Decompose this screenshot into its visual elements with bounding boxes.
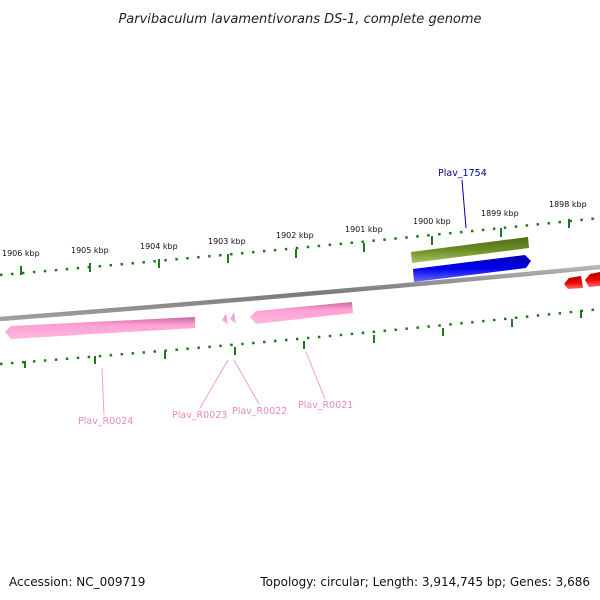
accession-text: Accession: NC_009719 bbox=[9, 575, 145, 589]
leader-plav-1754 bbox=[461, 179, 467, 229]
label-plav-1754[interactable]: Plav_1754 bbox=[438, 168, 487, 179]
outer-ruler bbox=[0, 216, 600, 277]
gene-plav-r0024[interactable] bbox=[5, 317, 195, 339]
gene-olive[interactable] bbox=[411, 237, 529, 263]
label-leaders bbox=[101, 179, 467, 416]
tick-label-1902: 1902 kbp bbox=[276, 231, 314, 240]
tick-label-1904: 1904 kbp bbox=[140, 242, 178, 251]
ruler-labels: 1906 kbp 1905 kbp 1904 kbp 1903 kbp 1902… bbox=[2, 200, 587, 258]
tick-label-1898: 1898 kbp bbox=[549, 200, 587, 209]
gene-labels: Plav_1754 Plav_R0024 Plav_R0023 Plav_R00… bbox=[78, 168, 487, 427]
gene-plav-r0023[interactable] bbox=[222, 314, 228, 325]
genome-summary-text: Topology: circular; Length: 3,914,745 bp… bbox=[259, 575, 590, 589]
gene-red-1[interactable] bbox=[564, 276, 583, 289]
forward-genes bbox=[411, 237, 600, 289]
tick-label-1905: 1905 kbp bbox=[71, 246, 109, 255]
tick-label-1906: 1906 kbp bbox=[2, 249, 40, 258]
tick-label-1899: 1899 kbp bbox=[481, 209, 519, 218]
gene-red-2[interactable] bbox=[585, 272, 600, 287]
tick-label-1901: 1901 kbp bbox=[345, 225, 383, 234]
genome-backbone bbox=[0, 264, 600, 322]
label-plav-r0021[interactable]: Plav_R0021 bbox=[298, 400, 353, 411]
tick-label-1900: 1900 kbp bbox=[413, 217, 451, 226]
inner-ruler bbox=[0, 307, 600, 368]
gene-plav-r0021[interactable] bbox=[250, 302, 353, 324]
tick-label-1903: 1903 kbp bbox=[208, 237, 246, 246]
leader-plav-r0021 bbox=[305, 351, 326, 400]
label-plav-r0022[interactable]: Plav_R0022 bbox=[232, 406, 287, 417]
gene-plav-r0022[interactable] bbox=[230, 313, 236, 324]
gene-blue[interactable] bbox=[413, 255, 531, 282]
outer-ruler-dots bbox=[0, 216, 600, 277]
inner-ruler-dots bbox=[0, 307, 600, 366]
label-plav-r0024[interactable]: Plav_R0024 bbox=[78, 416, 133, 427]
leader-plav-r0023 bbox=[199, 359, 229, 409]
map-title: Parvibaculum lavamentivorans DS-1, compl… bbox=[118, 12, 481, 27]
leader-plav-r0024 bbox=[101, 367, 105, 416]
reverse-genes bbox=[5, 302, 353, 339]
leader-plav-r0022 bbox=[233, 359, 260, 405]
label-plav-r0023[interactable]: Plav_R0023 bbox=[172, 410, 227, 421]
